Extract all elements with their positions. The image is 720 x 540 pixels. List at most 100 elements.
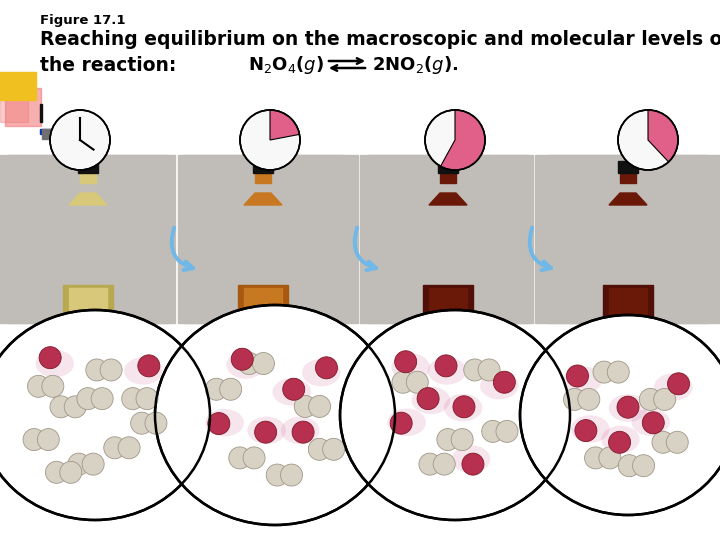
Circle shape xyxy=(27,375,50,397)
Ellipse shape xyxy=(571,415,609,443)
Bar xyxy=(183,155,343,323)
Circle shape xyxy=(130,412,153,434)
Circle shape xyxy=(60,461,82,483)
Circle shape xyxy=(654,388,675,410)
Circle shape xyxy=(493,371,516,393)
Circle shape xyxy=(50,396,72,418)
Bar xyxy=(80,171,96,183)
Bar xyxy=(244,288,282,363)
Circle shape xyxy=(136,388,158,410)
Bar xyxy=(0,155,175,323)
Circle shape xyxy=(39,347,61,369)
Circle shape xyxy=(419,453,441,475)
Bar xyxy=(69,288,107,363)
Circle shape xyxy=(617,396,639,418)
Ellipse shape xyxy=(412,387,450,414)
Circle shape xyxy=(593,361,615,383)
Circle shape xyxy=(564,388,585,410)
Circle shape xyxy=(308,438,330,460)
Text: Reaching equilibrium on the macroscopic and molecular levels of: Reaching equilibrium on the macroscopic … xyxy=(40,30,720,49)
Text: the reaction:: the reaction: xyxy=(40,56,176,75)
Bar xyxy=(8,155,168,323)
Text: 2NO$_2$($g$).: 2NO$_2$($g$). xyxy=(372,54,459,76)
Ellipse shape xyxy=(452,446,490,473)
Circle shape xyxy=(433,453,455,475)
Circle shape xyxy=(618,110,678,170)
Circle shape xyxy=(238,353,260,375)
Bar xyxy=(5,88,41,126)
Circle shape xyxy=(281,464,302,486)
Bar xyxy=(63,285,113,320)
Bar xyxy=(360,155,533,323)
Bar xyxy=(40,104,42,122)
Bar xyxy=(618,161,638,173)
Bar xyxy=(423,285,473,320)
Circle shape xyxy=(45,461,68,483)
Bar xyxy=(438,161,458,173)
Circle shape xyxy=(229,447,251,469)
Circle shape xyxy=(145,412,167,434)
Bar xyxy=(78,161,98,173)
Circle shape xyxy=(205,378,228,400)
Ellipse shape xyxy=(302,359,341,387)
Ellipse shape xyxy=(631,408,670,436)
Wedge shape xyxy=(441,110,485,170)
Ellipse shape xyxy=(124,357,163,384)
Circle shape xyxy=(667,373,690,395)
Circle shape xyxy=(118,437,140,459)
Ellipse shape xyxy=(444,394,482,421)
Circle shape xyxy=(323,438,345,460)
Bar xyxy=(0,72,36,100)
Circle shape xyxy=(138,355,160,377)
Circle shape xyxy=(68,453,90,475)
Polygon shape xyxy=(609,193,647,205)
Wedge shape xyxy=(648,110,678,162)
Circle shape xyxy=(253,353,274,375)
Ellipse shape xyxy=(387,409,426,436)
Circle shape xyxy=(82,453,104,475)
Circle shape xyxy=(309,395,330,417)
Circle shape xyxy=(266,464,288,486)
Ellipse shape xyxy=(205,409,244,436)
Polygon shape xyxy=(244,193,282,205)
Bar xyxy=(42,129,97,139)
Circle shape xyxy=(478,359,500,381)
Circle shape xyxy=(567,365,588,387)
Ellipse shape xyxy=(226,351,265,379)
Bar xyxy=(620,171,636,183)
Circle shape xyxy=(585,447,606,469)
Circle shape xyxy=(633,455,654,477)
Bar xyxy=(0,90,28,122)
Circle shape xyxy=(608,431,631,453)
Circle shape xyxy=(666,431,688,453)
Circle shape xyxy=(599,447,621,469)
Ellipse shape xyxy=(654,373,693,401)
Bar xyxy=(603,285,653,320)
Ellipse shape xyxy=(35,350,74,377)
Circle shape xyxy=(292,421,314,443)
Bar xyxy=(255,171,271,183)
Circle shape xyxy=(77,388,99,410)
Wedge shape xyxy=(270,110,300,140)
Text: N$_2$O$_4$($g$): N$_2$O$_4$($g$) xyxy=(248,54,324,76)
Bar xyxy=(440,171,456,183)
Circle shape xyxy=(64,396,86,418)
Circle shape xyxy=(462,453,484,475)
Circle shape xyxy=(453,396,475,418)
Ellipse shape xyxy=(155,305,395,525)
Circle shape xyxy=(86,359,108,381)
Circle shape xyxy=(482,420,504,442)
Ellipse shape xyxy=(273,378,311,406)
Circle shape xyxy=(23,429,45,450)
Circle shape xyxy=(425,110,485,170)
Polygon shape xyxy=(429,193,467,205)
Circle shape xyxy=(578,388,600,410)
Circle shape xyxy=(395,351,417,373)
Circle shape xyxy=(122,388,144,410)
Text: Figure 17.1: Figure 17.1 xyxy=(40,14,125,27)
Bar xyxy=(368,155,528,323)
Ellipse shape xyxy=(601,426,639,453)
Bar xyxy=(238,285,288,320)
Circle shape xyxy=(496,420,518,442)
Circle shape xyxy=(243,447,265,469)
